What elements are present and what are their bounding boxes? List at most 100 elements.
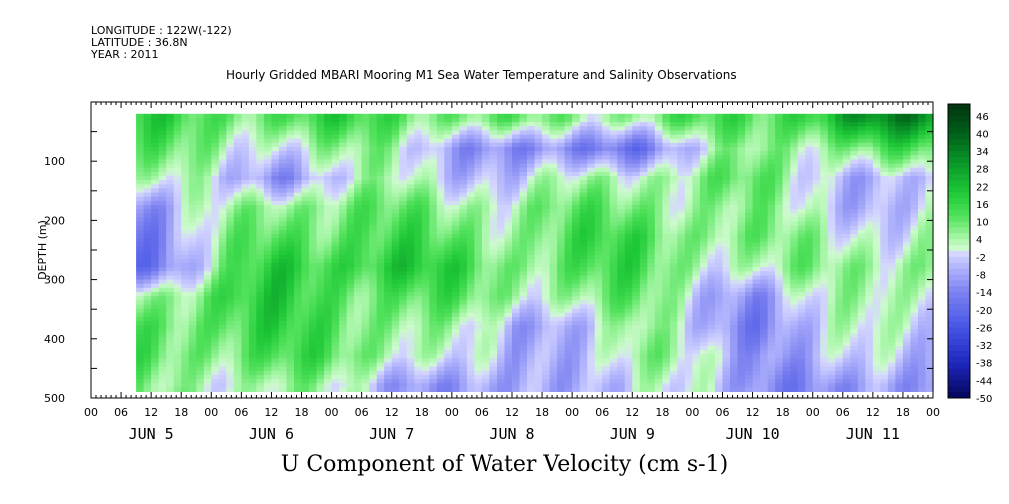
heatmap-cell (534, 234, 543, 239)
heatmap-cell (466, 159, 475, 165)
heatmap-cell (542, 354, 551, 359)
heatmap-cell (579, 113, 588, 119)
heatmap-cell (173, 366, 182, 372)
heatmap-cell (406, 221, 415, 227)
heatmap-cell (436, 383, 445, 388)
heatmap-cell (444, 134, 453, 140)
heatmap-cell (256, 113, 265, 119)
heatmap-cell (564, 163, 573, 169)
heatmap-cell (451, 138, 460, 144)
heatmap-cell (662, 229, 671, 235)
heatmap-cell (248, 196, 257, 202)
heatmap-cell (399, 147, 408, 152)
heatmap-cell (677, 250, 686, 256)
heatmap-cell (459, 292, 468, 297)
heatmap-cell (429, 308, 438, 314)
heatmap-cell (143, 374, 152, 380)
heatmap-cell (624, 234, 633, 239)
heatmap-cell (579, 213, 588, 218)
heatmap-cell (609, 155, 618, 160)
heatmap-cell (481, 296, 490, 301)
heatmap-cell (399, 283, 408, 289)
heatmap-cell (136, 379, 145, 384)
heatmap-cell (173, 300, 182, 305)
heatmap-cell (624, 312, 633, 318)
heatmap-cell (504, 321, 513, 326)
heatmap-cell (399, 258, 408, 264)
heatmap-cell (519, 196, 528, 202)
heatmap-cell (572, 176, 581, 181)
heatmap-cell (421, 134, 430, 140)
heatmap-cell (459, 275, 468, 281)
heatmap-cell (196, 287, 205, 293)
heatmap-cell (211, 234, 220, 239)
heatmap-cell (271, 171, 280, 177)
heatmap-cell (248, 383, 257, 388)
heatmap-cell (218, 184, 227, 189)
heatmap-cell (218, 308, 227, 314)
heatmap-cell (324, 287, 333, 293)
heatmap-cell (451, 155, 460, 160)
heatmap-cell (512, 296, 521, 301)
heatmap-cell (624, 283, 633, 289)
heatmap-cell (391, 329, 400, 334)
heatmap-cell (421, 292, 430, 297)
heatmap-cell (354, 267, 363, 272)
heatmap-cell (542, 300, 551, 305)
heatmap-cell (444, 188, 453, 194)
heatmap-cell (399, 366, 408, 372)
heatmap-cell (369, 308, 378, 314)
heatmap-cell (309, 155, 318, 160)
heatmap-cell (639, 263, 648, 268)
heatmap-cell (602, 134, 611, 140)
heatmap-cell (647, 122, 656, 127)
heatmap-cell (399, 300, 408, 305)
heatmap-cell (594, 188, 603, 194)
heatmap-cell (188, 267, 197, 272)
heatmap-cell (669, 225, 678, 231)
heatmap-cell (218, 312, 227, 318)
heatmap-cell (316, 209, 325, 214)
heatmap-cell (196, 258, 205, 264)
heatmap-cell (617, 113, 626, 119)
heatmap-cell (421, 196, 430, 202)
heatmap-cell (278, 283, 287, 289)
heatmap-cell (451, 279, 460, 285)
heatmap-cell (391, 312, 400, 318)
heatmap-cell (331, 130, 340, 136)
heatmap-cell (632, 147, 641, 152)
heatmap-cell (354, 366, 363, 372)
heatmap-cell (271, 242, 280, 247)
heatmap-cell (519, 312, 528, 318)
heatmap-cell (241, 163, 250, 169)
heatmap-cell (549, 308, 558, 314)
heatmap-cell (474, 176, 483, 181)
heatmap-cell (414, 142, 423, 148)
heatmap-cell (594, 337, 603, 343)
heatmap-cell (346, 225, 355, 231)
heatmap-cell (203, 362, 212, 368)
heatmap-cell (564, 370, 573, 376)
heatmap-cell (662, 308, 671, 314)
heatmap-cell (692, 118, 701, 123)
heatmap-cell (684, 200, 693, 206)
heatmap-cell (654, 366, 663, 372)
heatmap-cell (459, 308, 468, 314)
heatmap-cell (263, 254, 272, 260)
heatmap-cell (286, 387, 295, 392)
heatmap-cell (632, 296, 641, 301)
heatmap-cell (391, 209, 400, 214)
heatmap-cell (519, 296, 528, 301)
heatmap-cell (474, 374, 483, 380)
heatmap-cell (436, 213, 445, 218)
heatmap-cell (384, 333, 393, 339)
heatmap-cell (241, 287, 250, 293)
heatmap-cell (594, 142, 603, 148)
heatmap-cell (399, 213, 408, 218)
heatmap-cell (654, 192, 663, 198)
heatmap-cell (226, 254, 235, 260)
heatmap-cell (354, 176, 363, 181)
heatmap-cell (624, 263, 633, 268)
heatmap-cell (309, 267, 318, 272)
heatmap-cell (241, 242, 250, 247)
